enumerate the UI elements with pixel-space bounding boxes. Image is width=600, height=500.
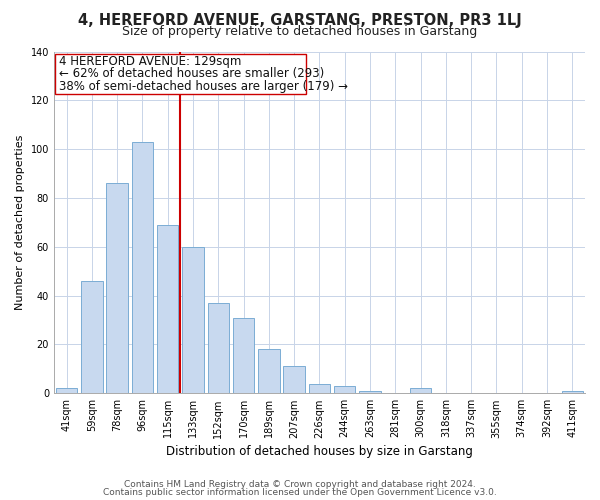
X-axis label: Distribution of detached houses by size in Garstang: Distribution of detached houses by size … <box>166 444 473 458</box>
Bar <box>359 391 381 394</box>
Bar <box>334 386 355 394</box>
Bar <box>562 391 583 394</box>
Bar <box>81 281 103 394</box>
Bar <box>283 366 305 394</box>
Text: ← 62% of detached houses are smaller (293): ← 62% of detached houses are smaller (29… <box>59 68 324 80</box>
Text: Contains public sector information licensed under the Open Government Licence v3: Contains public sector information licen… <box>103 488 497 497</box>
Text: 4 HEREFORD AVENUE: 129sqm: 4 HEREFORD AVENUE: 129sqm <box>59 55 241 68</box>
Bar <box>56 388 77 394</box>
Bar <box>131 142 153 394</box>
Bar <box>208 303 229 394</box>
Bar <box>157 225 178 394</box>
Text: 4, HEREFORD AVENUE, GARSTANG, PRESTON, PR3 1LJ: 4, HEREFORD AVENUE, GARSTANG, PRESTON, P… <box>78 12 522 28</box>
Bar <box>106 184 128 394</box>
Bar <box>410 388 431 394</box>
Bar <box>258 350 280 394</box>
Text: 38% of semi-detached houses are larger (179) →: 38% of semi-detached houses are larger (… <box>59 80 348 92</box>
Text: Contains HM Land Registry data © Crown copyright and database right 2024.: Contains HM Land Registry data © Crown c… <box>124 480 476 489</box>
Bar <box>182 247 204 394</box>
FancyBboxPatch shape <box>55 54 305 94</box>
Bar <box>309 384 330 394</box>
Y-axis label: Number of detached properties: Number of detached properties <box>15 134 25 310</box>
Text: Size of property relative to detached houses in Garstang: Size of property relative to detached ho… <box>122 25 478 38</box>
Bar <box>233 318 254 394</box>
